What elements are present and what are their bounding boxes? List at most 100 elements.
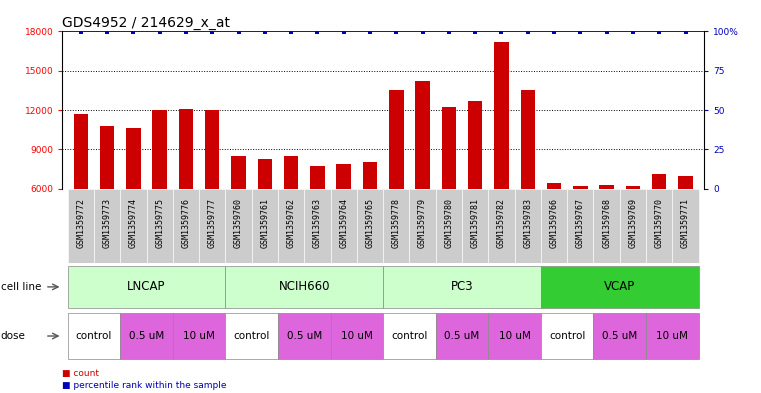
- Text: GSM1359775: GSM1359775: [155, 198, 164, 248]
- Text: control: control: [549, 331, 585, 341]
- Bar: [173, 313, 225, 359]
- Text: GSM1359779: GSM1359779: [418, 198, 427, 248]
- Bar: [619, 189, 646, 263]
- Bar: [152, 110, 167, 189]
- Text: control: control: [76, 331, 112, 341]
- Bar: [384, 266, 541, 308]
- Text: GSM1359773: GSM1359773: [103, 198, 112, 248]
- Bar: [468, 101, 482, 189]
- Bar: [573, 186, 587, 189]
- Bar: [646, 189, 673, 263]
- Text: 10 uM: 10 uM: [183, 331, 215, 341]
- Bar: [120, 313, 173, 359]
- Bar: [126, 129, 141, 189]
- Text: ■ count: ■ count: [62, 369, 100, 378]
- Bar: [389, 90, 403, 189]
- Bar: [541, 266, 699, 308]
- Bar: [646, 313, 699, 359]
- Bar: [600, 185, 614, 189]
- Text: GSM1359762: GSM1359762: [287, 198, 295, 248]
- Bar: [441, 107, 456, 189]
- Bar: [310, 166, 325, 189]
- Bar: [416, 81, 430, 189]
- Bar: [409, 189, 436, 263]
- Text: 0.5 uM: 0.5 uM: [444, 331, 479, 341]
- Text: VCAP: VCAP: [604, 280, 635, 294]
- Bar: [278, 189, 304, 263]
- Bar: [225, 189, 252, 263]
- Text: 10 uM: 10 uM: [341, 331, 373, 341]
- Text: GSM1359777: GSM1359777: [208, 198, 217, 248]
- Text: 0.5 uM: 0.5 uM: [602, 331, 638, 341]
- Bar: [179, 109, 193, 189]
- Bar: [594, 313, 646, 359]
- Bar: [173, 189, 199, 263]
- Bar: [100, 126, 114, 189]
- Bar: [436, 313, 489, 359]
- Bar: [384, 189, 409, 263]
- Text: control: control: [234, 331, 270, 341]
- Text: GSM1359761: GSM1359761: [260, 198, 269, 248]
- Text: 0.5 uM: 0.5 uM: [129, 331, 164, 341]
- Bar: [541, 189, 567, 263]
- Bar: [330, 189, 357, 263]
- Text: 0.5 uM: 0.5 uM: [287, 331, 322, 341]
- Bar: [594, 189, 619, 263]
- Text: GSM1359772: GSM1359772: [76, 198, 85, 248]
- Bar: [336, 164, 351, 189]
- Text: GSM1359780: GSM1359780: [444, 198, 454, 248]
- Bar: [252, 189, 278, 263]
- Bar: [94, 189, 120, 263]
- Bar: [199, 189, 225, 263]
- Bar: [205, 110, 219, 189]
- Bar: [547, 184, 562, 189]
- Bar: [514, 189, 541, 263]
- Text: PC3: PC3: [451, 280, 473, 294]
- Text: GSM1359768: GSM1359768: [602, 198, 611, 248]
- Text: GSM1359776: GSM1359776: [181, 198, 190, 248]
- Bar: [225, 266, 384, 308]
- Text: GSM1359770: GSM1359770: [654, 198, 664, 248]
- Text: GSM1359781: GSM1359781: [471, 198, 479, 248]
- Bar: [384, 313, 436, 359]
- Bar: [489, 189, 514, 263]
- Text: GSM1359769: GSM1359769: [629, 198, 638, 248]
- Text: control: control: [391, 331, 428, 341]
- Bar: [363, 162, 377, 189]
- Text: GSM1359767: GSM1359767: [576, 198, 585, 248]
- Bar: [225, 313, 278, 359]
- Text: 10 uM: 10 uM: [498, 331, 530, 341]
- Bar: [120, 189, 147, 263]
- Bar: [521, 90, 535, 189]
- Text: GSM1359782: GSM1359782: [497, 198, 506, 248]
- Text: GSM1359760: GSM1359760: [234, 198, 243, 248]
- Bar: [494, 42, 508, 189]
- Bar: [673, 189, 699, 263]
- Text: GSM1359774: GSM1359774: [129, 198, 138, 248]
- Bar: [304, 189, 330, 263]
- Text: 10 uM: 10 uM: [657, 331, 688, 341]
- Text: GDS4952 / 214629_x_at: GDS4952 / 214629_x_at: [62, 17, 231, 30]
- Text: GSM1359766: GSM1359766: [549, 198, 559, 248]
- Bar: [231, 156, 246, 189]
- Bar: [68, 189, 94, 263]
- Bar: [462, 189, 489, 263]
- Text: GSM1359763: GSM1359763: [313, 198, 322, 248]
- Text: dose: dose: [1, 331, 26, 341]
- Text: GSM1359783: GSM1359783: [524, 198, 532, 248]
- Bar: [330, 313, 384, 359]
- Bar: [678, 176, 693, 189]
- Text: LNCAP: LNCAP: [127, 280, 166, 294]
- Bar: [357, 189, 384, 263]
- Text: cell line: cell line: [1, 282, 41, 292]
- Bar: [74, 114, 88, 189]
- Bar: [652, 174, 667, 189]
- Bar: [284, 156, 298, 189]
- Text: GSM1359771: GSM1359771: [681, 198, 690, 248]
- Text: ■ percentile rank within the sample: ■ percentile rank within the sample: [62, 381, 227, 389]
- Bar: [278, 313, 330, 359]
- Text: GSM1359765: GSM1359765: [365, 198, 374, 248]
- Bar: [541, 313, 594, 359]
- Bar: [68, 313, 120, 359]
- Text: GSM1359764: GSM1359764: [339, 198, 349, 248]
